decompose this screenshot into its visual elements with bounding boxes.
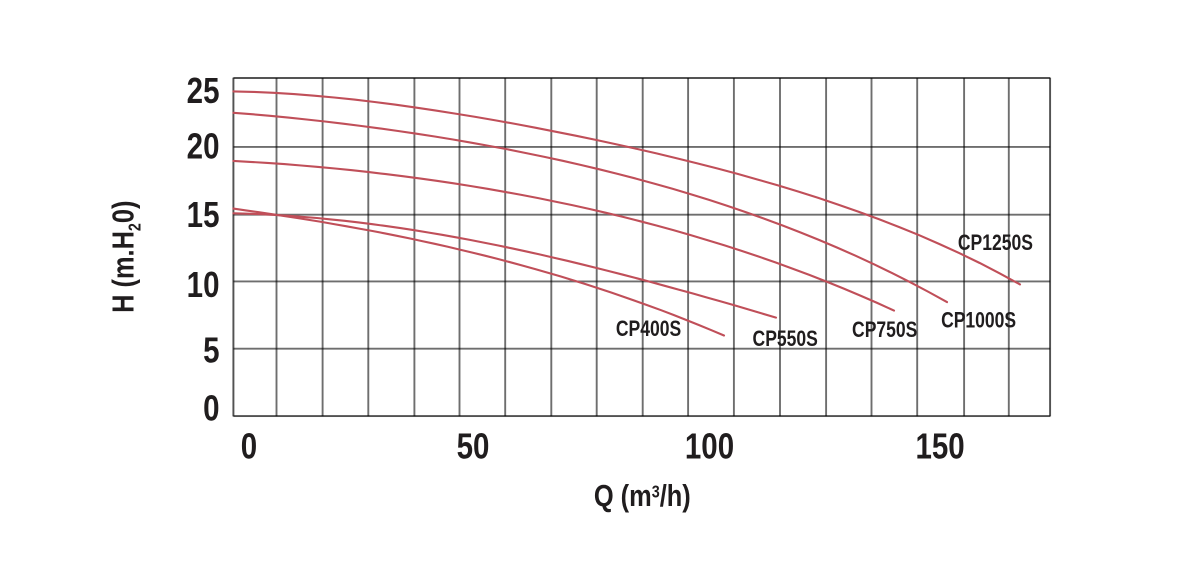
svg-text:0: 0 xyxy=(203,388,219,428)
svg-text:25: 25 xyxy=(187,70,220,110)
svg-text:10: 10 xyxy=(187,264,220,304)
svg-text:150: 150 xyxy=(915,426,964,466)
svg-text:20: 20 xyxy=(187,126,220,166)
svg-text:CP1250S: CP1250S xyxy=(958,231,1033,256)
svg-text:0: 0 xyxy=(241,426,257,466)
svg-text:5: 5 xyxy=(203,329,219,369)
svg-text:100: 100 xyxy=(685,426,734,466)
svg-text:15: 15 xyxy=(187,194,220,234)
svg-text:50: 50 xyxy=(457,426,490,466)
svg-text:CP400S: CP400S xyxy=(616,317,681,342)
svg-text:Q (m3/h): Q (m3/h) xyxy=(594,479,691,514)
svg-text:H (m.H20): H (m.H20) xyxy=(106,200,145,312)
svg-text:CP750S: CP750S xyxy=(852,318,917,343)
svg-text:CP1000S: CP1000S xyxy=(941,308,1016,333)
svg-text:CP550S: CP550S xyxy=(753,327,818,352)
